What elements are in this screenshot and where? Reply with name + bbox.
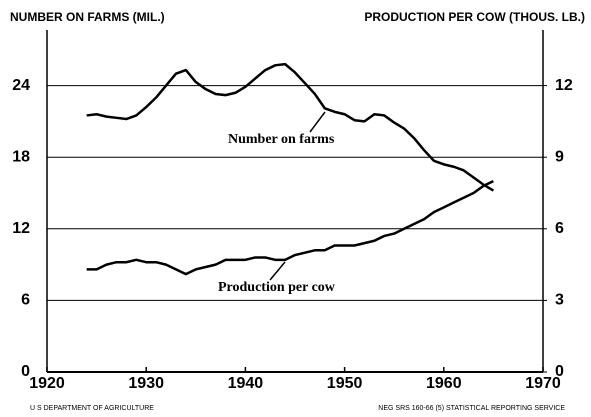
y-tick-label: 6 — [21, 292, 30, 309]
y2-tick-label: 0 — [555, 363, 564, 380]
y-axis-title: NUMBER ON FARMS (MIL.) — [10, 10, 165, 24]
x-tick-label: 1970 — [525, 375, 561, 392]
leader-line — [309, 111, 326, 133]
footer: NEG SRS 160-66 (5) STATISTICAL REPORTING… — [378, 405, 565, 412]
y-tick-label: 18 — [12, 148, 30, 165]
x-tick-label: 1920 — [29, 375, 65, 392]
y-tick-label: 24 — [12, 77, 30, 94]
y2-axis-title: PRODUCTION PER COW (THOUS. LB.) — [364, 10, 585, 24]
y-tick-label: 0 — [21, 363, 30, 380]
footer: U S DEPARTMENT OF AGRICULTURE — [30, 405, 154, 412]
x-tick-label: 1950 — [327, 375, 363, 392]
y-tick-label: 12 — [12, 220, 30, 237]
annotation: Number on farms — [228, 132, 335, 147]
y2-tick-label: 12 — [555, 77, 573, 94]
y2-tick-label: 9 — [555, 148, 564, 165]
y2-tick-label: 3 — [555, 292, 564, 309]
annotation: Production per cow — [218, 280, 336, 295]
x-tick-label: 1930 — [128, 375, 164, 392]
leader-line — [269, 261, 286, 281]
line — [86, 62, 495, 192]
x-tick-label: 1940 — [228, 375, 264, 392]
line — [86, 179, 494, 276]
x-tick-label: 1960 — [426, 375, 462, 392]
y2-tick-label: 6 — [555, 220, 564, 237]
